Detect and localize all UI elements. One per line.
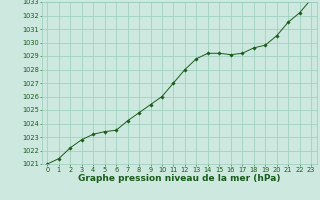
X-axis label: Graphe pression niveau de la mer (hPa): Graphe pression niveau de la mer (hPa) — [78, 174, 280, 183]
